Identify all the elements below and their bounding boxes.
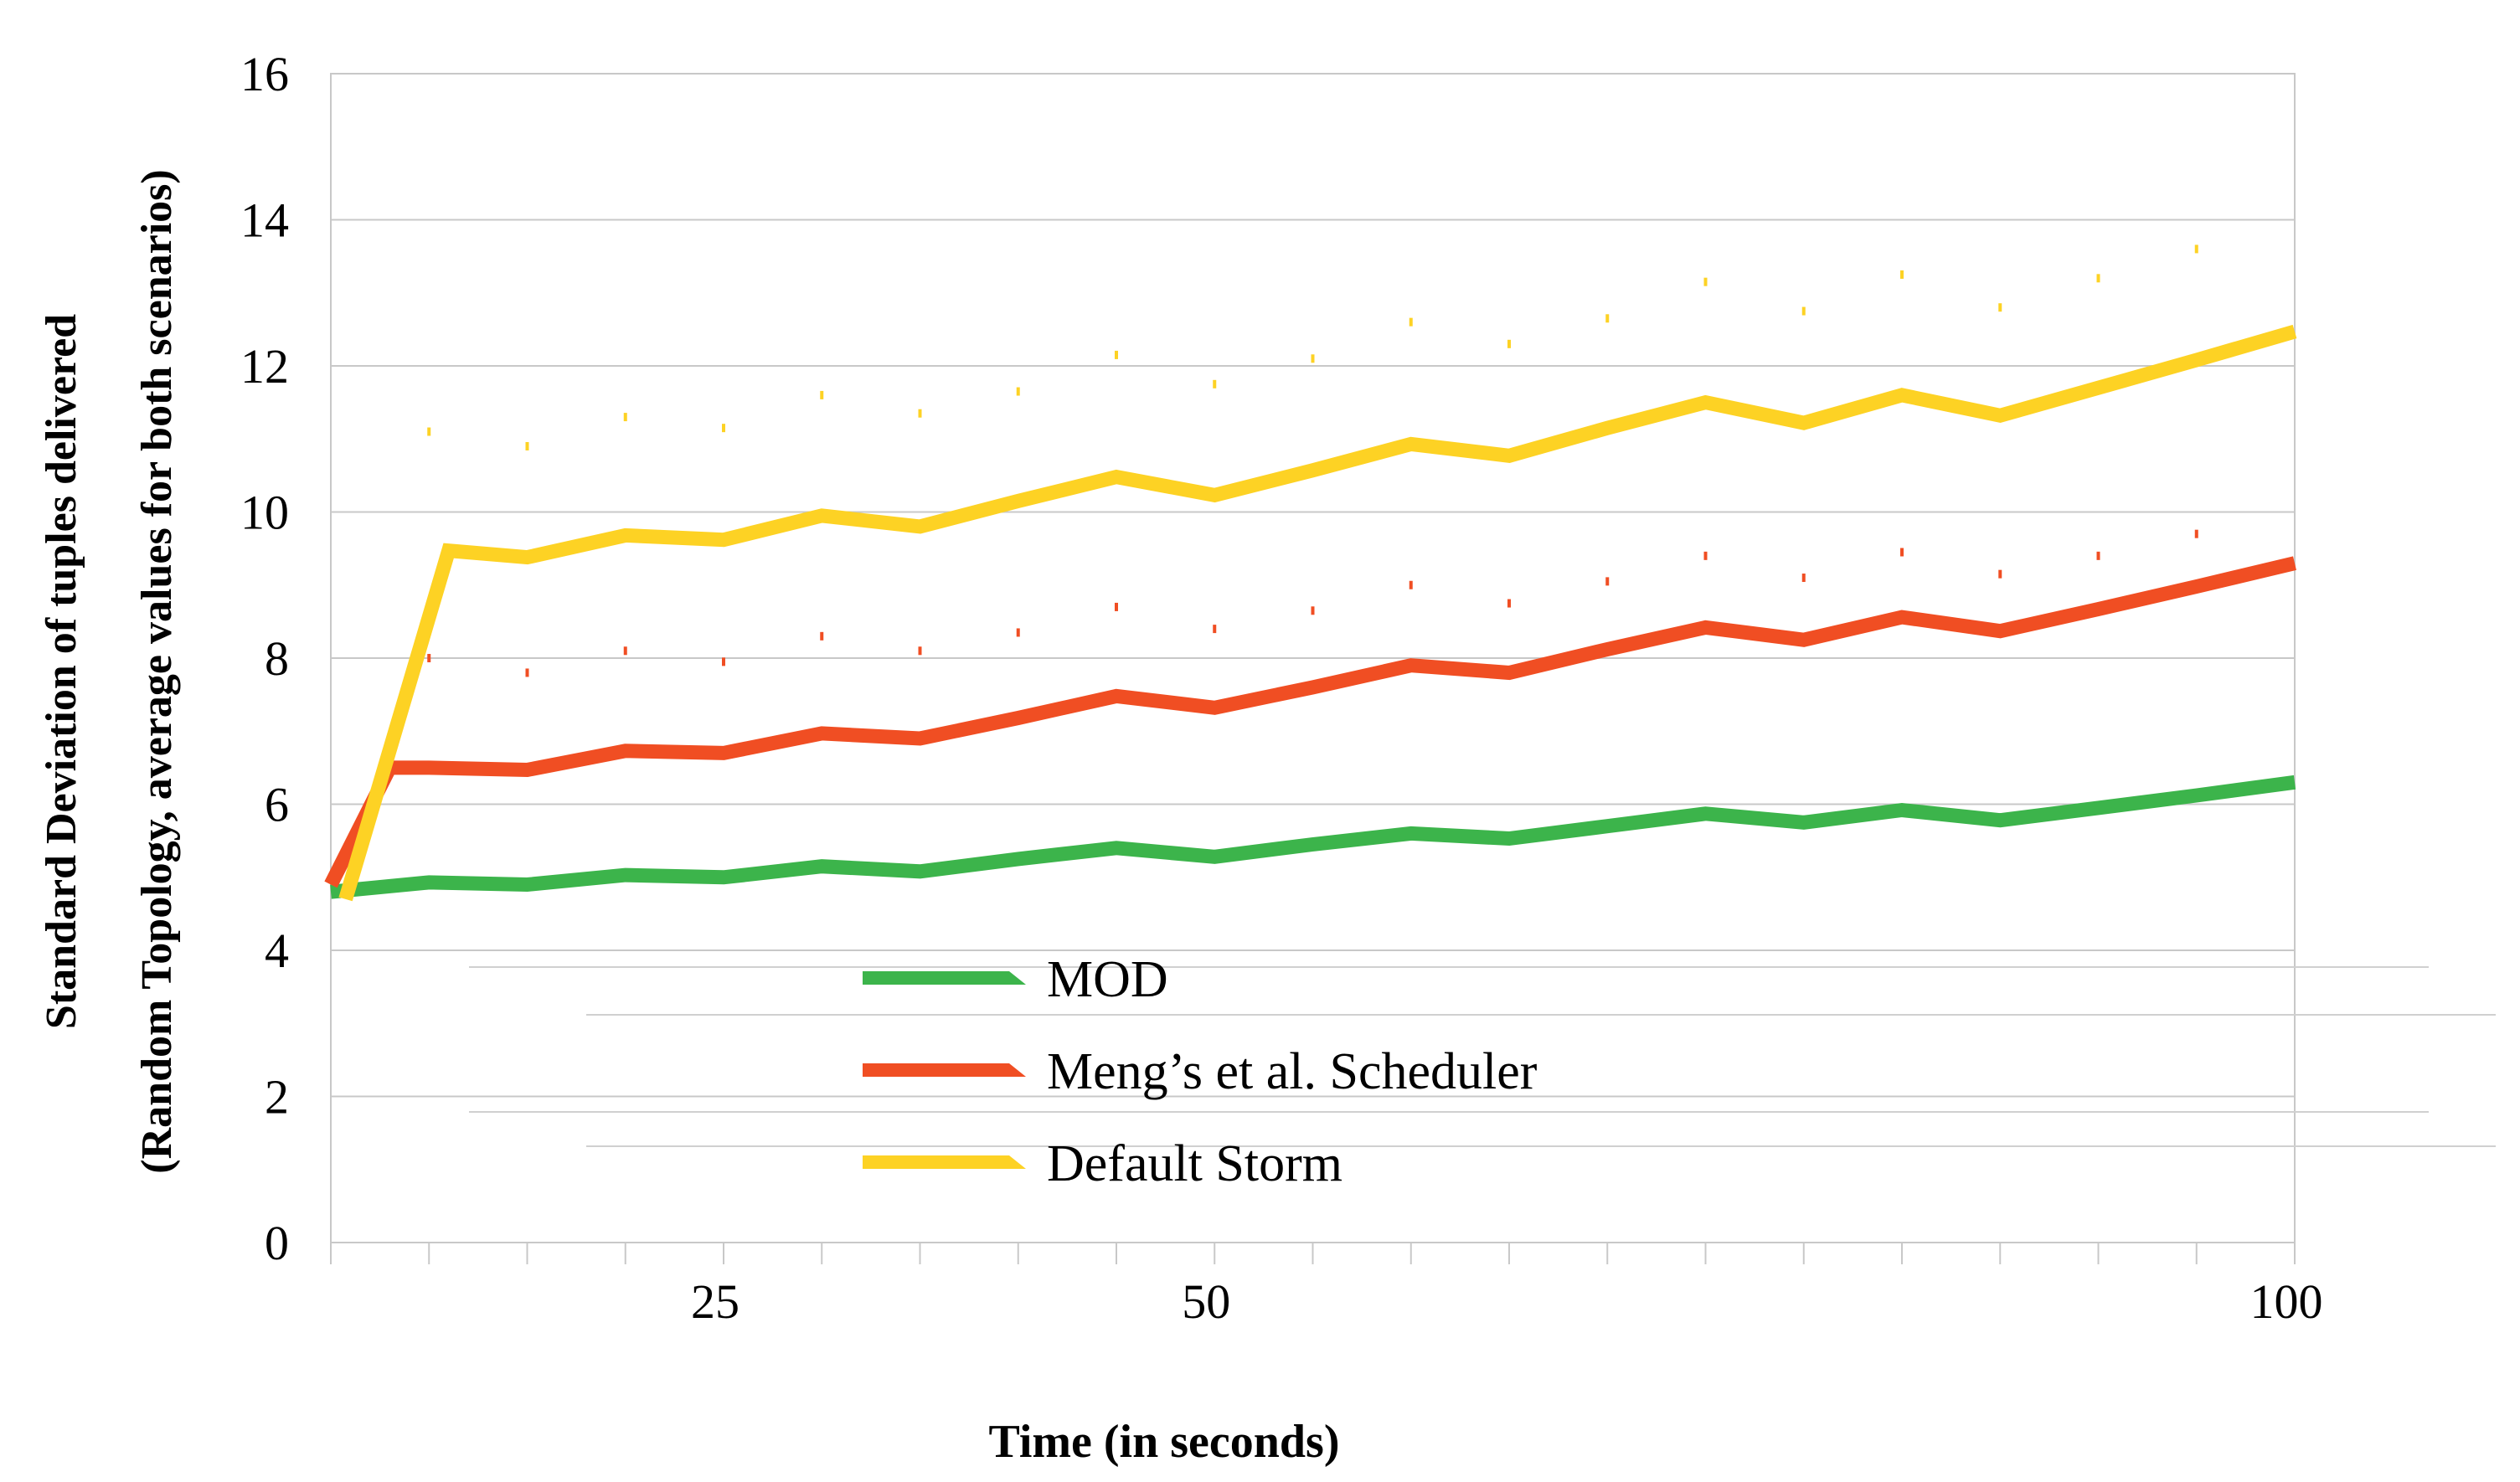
y-tick-label-14: 14 [240,193,289,248]
legend-label-0: MOD [1047,951,1168,1008]
legend: MOD Meng’s et al. Scheduler Default Storm [863,951,1538,1192]
legend-entry-1: Meng’s et al. Scheduler [863,1043,1538,1100]
faint-mark-0-9 [1311,354,1315,363]
legend-entry-2: Default Storm [863,1135,1342,1192]
legend-label-2: Default Storm [1047,1135,1342,1192]
faint-mark-0-5 [918,409,922,418]
series-line-2 [338,324,2297,902]
series-line-1 [324,556,2296,888]
faint-mark-1-2 [623,646,627,656]
faint-mark-1-17 [2096,551,2100,560]
faint-mark-1-14 [1801,574,1806,583]
y-tick-label-4: 4 [265,924,289,978]
faint-mark-1-5 [918,646,922,656]
faint-mark-1-6 [1016,628,1020,637]
faint-mark-1-9 [1311,606,1315,615]
faint-mark-0-10 [1409,317,1413,327]
faint-mark-1-11 [1507,599,1511,608]
faint-mark-1-3 [722,657,725,666]
legend-swatch-1 [863,1063,1026,1077]
y-tick-label-0: 0 [265,1216,289,1270]
faint-data-marks [427,244,2198,677]
y-tick-label-12: 12 [240,339,289,394]
faint-mark-1-12 [1605,577,1610,586]
x-tick-label-100: 100 [2250,1274,2323,1329]
x-axis-title: Time (in seconds) [989,1416,1340,1468]
y-axis-tick-labels: 0 2 4 6 8 10 12 14 16 [240,47,289,1270]
x-tick-label-25: 25 [691,1274,740,1329]
faint-mark-0-0 [427,427,431,436]
faint-mark-0-8 [1213,379,1217,389]
faint-mark-1-15 [1900,548,1904,557]
faint-mark-0-6 [1016,387,1020,396]
faint-mark-0-18 [2194,244,2198,254]
faint-mark-1-10 [1409,580,1413,589]
x-axis-tick-labels: 25 50 100 [691,1274,2323,1329]
faint-mark-0-11 [1507,339,1511,348]
faint-mark-1-13 [1703,551,1708,560]
y-axis-title: Standard Deviation of tuples delivered (… [38,169,181,1173]
legend-label-1: Meng’s et al. Scheduler [1047,1043,1538,1100]
y-tick-label-16: 16 [240,47,289,101]
legend-swatch-0 [863,971,1026,985]
faint-mark-0-14 [1801,306,1806,316]
legend-swatch-2 [863,1155,1026,1169]
faint-mark-1-0 [427,654,431,662]
x-axis-tick-marks [330,1243,2296,1264]
faint-mark-0-12 [1605,314,1610,323]
y-tick-label-8: 8 [265,631,289,686]
series-line-0 [330,774,2296,899]
faint-mark-0-7 [1115,350,1118,359]
faint-mark-1-18 [2194,529,2198,538]
y-tick-label-6: 6 [265,778,289,832]
faint-mark-1-8 [1213,625,1217,634]
y-axis-title-line1: Standard Deviation of tuples delivered [38,314,85,1029]
x-tick-label-50: 50 [1182,1274,1230,1329]
faint-mark-1-16 [1998,569,2002,579]
series-lines [324,324,2297,902]
legend-entry-0: MOD [863,951,1168,1008]
y-tick-label-2: 2 [265,1070,289,1124]
faint-mark-0-16 [1998,303,2002,312]
faint-mark-0-3 [722,424,725,433]
faint-mark-1-7 [1115,602,1118,611]
faint-mark-0-17 [2096,274,2100,283]
legend-guide-lines [469,966,2496,1147]
faint-mark-1-4 [820,631,824,641]
faint-mark-0-2 [623,413,627,422]
y-tick-label-10: 10 [240,486,289,540]
faint-mark-0-4 [820,390,824,399]
y-axis-title-line2: (Random Topology, average values for bot… [133,169,181,1173]
faint-mark-0-1 [525,441,529,450]
faint-mark-0-13 [1703,277,1708,286]
faint-mark-0-15 [1900,270,1904,279]
faint-mark-1-1 [525,668,529,677]
